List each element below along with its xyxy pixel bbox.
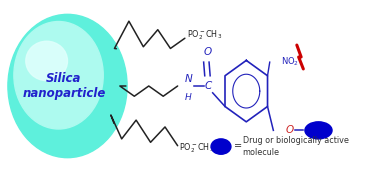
Ellipse shape [211, 139, 231, 154]
Text: Drug or biologically active
molecule: Drug or biologically active molecule [243, 136, 348, 157]
Text: Silica
nanoparticle: Silica nanoparticle [22, 72, 106, 100]
Text: =: = [234, 142, 242, 152]
Text: $\mathregular{PO_2^-CH_3}$: $\mathregular{PO_2^-CH_3}$ [179, 142, 214, 155]
Text: N: N [185, 74, 192, 84]
Text: H: H [184, 93, 191, 103]
Ellipse shape [305, 122, 332, 139]
Text: O: O [203, 47, 211, 57]
Ellipse shape [26, 41, 68, 81]
Text: $\mathregular{NO_2}$: $\mathregular{NO_2}$ [280, 56, 299, 68]
Text: $\mathregular{PO_2^-CH_3}$: $\mathregular{PO_2^-CH_3}$ [186, 28, 222, 42]
Text: C: C [205, 81, 212, 91]
Ellipse shape [14, 22, 103, 129]
Text: O: O [286, 125, 294, 135]
Ellipse shape [8, 14, 127, 158]
